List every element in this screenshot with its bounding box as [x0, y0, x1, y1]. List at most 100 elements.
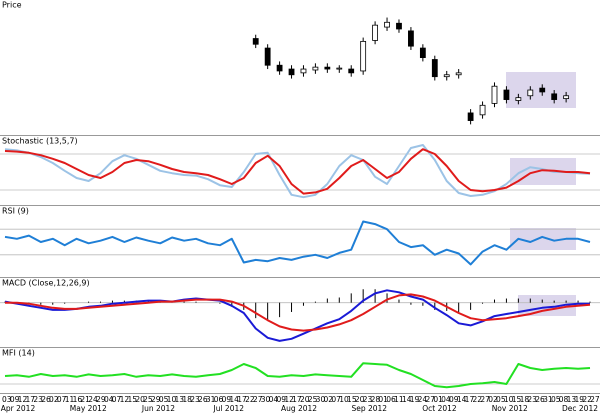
candle-body	[288, 68, 295, 76]
x-tick-label: 04	[104, 395, 114, 404]
separators	[0, 135, 600, 394]
x-tick-label: 14	[457, 395, 467, 404]
candle-body	[551, 93, 558, 100]
x-tick-label: 10	[167, 395, 177, 404]
x-tick-label: 01	[433, 395, 443, 404]
series-line	[4, 362, 591, 389]
x-tick-label: 08	[559, 395, 569, 404]
x-tick-label: 27	[425, 395, 435, 404]
x-tick-label: 22	[582, 395, 592, 404]
x-tick-label: 25	[308, 395, 318, 404]
candle-body	[479, 104, 486, 116]
x-tick-label: 14	[229, 395, 239, 404]
x-tick-label: 26	[41, 395, 51, 404]
x-tick-label: 12	[120, 395, 130, 404]
candle-body	[527, 89, 534, 97]
x-tick-label: 12	[284, 395, 294, 404]
x-tick-label: 14	[402, 395, 412, 404]
candle-body	[264, 47, 271, 66]
x-tick-label: 21	[80, 395, 90, 404]
x-tick-label: 10	[339, 395, 349, 404]
x-tick-label: 11	[65, 395, 75, 404]
x-tick-label: 30	[261, 395, 271, 404]
month-label: Aug 2012	[281, 404, 317, 413]
x-tick-label: 18	[182, 395, 192, 404]
series-line	[4, 148, 591, 195]
x-tick-label: 03	[2, 395, 12, 404]
x-tick-label: 27	[253, 395, 263, 404]
x-tick-label: 20	[135, 395, 145, 404]
panel-title: MACD (Close,12,26,9)	[2, 279, 90, 288]
candle-body	[336, 67, 343, 70]
x-tick-label: 29	[96, 395, 106, 404]
x-tick-label: 17	[465, 395, 475, 404]
x-tick-label: 02	[324, 395, 334, 404]
x-tick-label: 05	[159, 395, 169, 404]
x-tick-label: 06	[214, 395, 224, 404]
x-tick-label: 23	[363, 395, 373, 404]
x-tick-label: 27	[590, 395, 600, 404]
x-tick-label: 02	[49, 395, 59, 404]
candle-body	[252, 38, 259, 45]
month-label: Nov 2012	[492, 404, 528, 413]
candle-body	[539, 87, 546, 93]
x-tick-label: 09	[222, 395, 232, 404]
highlight	[510, 228, 576, 250]
candle-body	[324, 66, 331, 70]
series-line	[5, 293, 591, 332]
x-tick-label: 09	[449, 395, 459, 404]
candle-body	[455, 72, 462, 76]
candle-body	[396, 22, 402, 30]
candle-body	[276, 64, 283, 72]
x-tick-label: 18	[520, 395, 530, 404]
month-label: Apr 2012	[1, 404, 36, 413]
x-tick-label: 07	[57, 395, 67, 404]
panel-title: Price	[2, 1, 22, 10]
x-tick-label: 07	[112, 395, 122, 404]
candle-body	[384, 21, 390, 28]
x-tick-label: 13	[175, 395, 185, 404]
x-tick-label: 29	[151, 395, 161, 404]
month-label: Jul 2012	[212, 404, 244, 413]
series-line	[4, 144, 591, 199]
x-tick-label: 22	[473, 395, 483, 404]
candle-body	[491, 85, 498, 104]
panel-title: RSI (9)	[2, 207, 29, 216]
x-tick-label: 31	[206, 395, 216, 404]
x-tick-label: 04	[269, 395, 279, 404]
candle-body	[419, 47, 426, 59]
candle-body	[443, 74, 450, 78]
x-tick-label: 09	[10, 395, 20, 404]
x-tick-label: 09	[276, 395, 286, 404]
candle-body	[563, 95, 570, 100]
x-tick-label: 28	[371, 395, 381, 404]
series-line	[4, 220, 591, 266]
candle-body	[312, 66, 319, 71]
panel-title: MFI (14)	[2, 349, 35, 358]
x-tick-label: 20	[300, 395, 310, 404]
candle-body	[360, 40, 367, 72]
x-tick-label: 23	[190, 395, 200, 404]
candle-body	[372, 24, 379, 41]
month-label: Sep 2012	[351, 404, 387, 413]
highlight	[518, 295, 576, 316]
x-tick-label: 22	[245, 395, 255, 404]
x-tick-label: 10	[504, 395, 514, 404]
x-tick-label: 13	[567, 395, 577, 404]
candle-body	[467, 112, 474, 121]
x-tick-label: 16	[73, 395, 83, 404]
x-tick-label: 27	[480, 395, 490, 404]
x-tick-label: 26	[198, 395, 208, 404]
x-tick-label: 20	[355, 395, 365, 404]
x-tick-label: 15	[512, 395, 522, 404]
x-tick-label: 15	[127, 395, 137, 404]
x-tick-label: 26	[535, 395, 545, 404]
x-tick-label: 07	[331, 395, 341, 404]
month-label: Oct 2012	[422, 404, 457, 413]
x-tick-label: 15	[347, 395, 357, 404]
x-tick-label: 23	[33, 395, 43, 404]
x-tick-label: 05	[551, 395, 561, 404]
x-tick-label: 25	[143, 395, 153, 404]
